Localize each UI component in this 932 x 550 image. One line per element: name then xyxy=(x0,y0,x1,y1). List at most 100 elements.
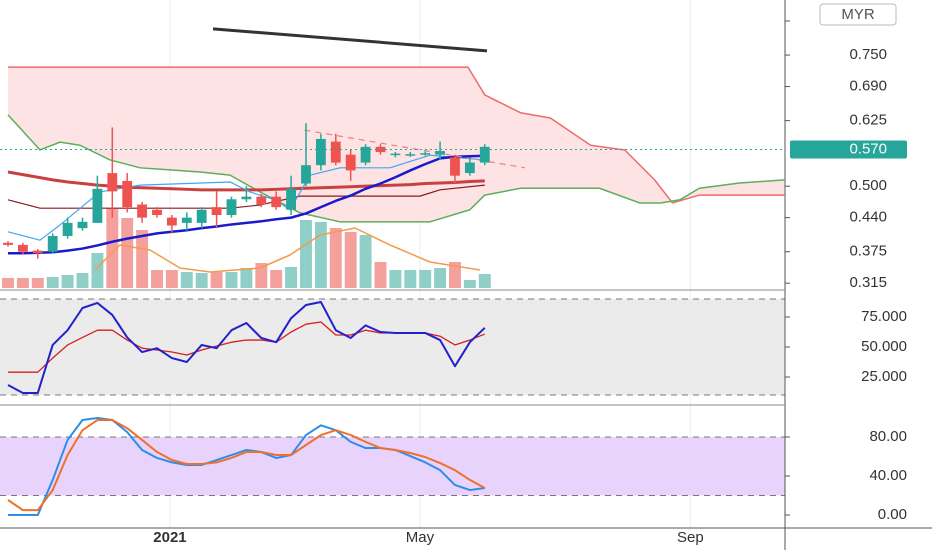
chart-layer: 2021 May Sep 0.315 0.375 0.440 0.500 0.625 0.690… xyxy=(0,0,907,546)
volume-bar xyxy=(91,253,104,288)
volume-bar xyxy=(16,278,29,288)
y-tick-label: 40.00 xyxy=(869,467,907,484)
volume-bar xyxy=(61,275,74,288)
series-line xyxy=(7,114,785,223)
series-line xyxy=(7,301,486,394)
candle-body xyxy=(32,250,43,254)
volume-bar xyxy=(449,262,461,288)
candle-body xyxy=(17,244,28,252)
volume-bar xyxy=(106,208,119,288)
y-tick-label: 75.000 xyxy=(861,308,907,325)
y-tick-label: 80.00 xyxy=(869,428,907,445)
volume-bar xyxy=(240,268,253,288)
candle-body xyxy=(47,235,58,252)
candle-body xyxy=(152,209,162,216)
candle-body xyxy=(107,173,118,192)
candle-body xyxy=(226,199,237,216)
series-line xyxy=(94,227,481,273)
y-tick-label: 0.00 xyxy=(878,506,907,523)
candle-body xyxy=(479,146,490,163)
series-line xyxy=(212,27,488,53)
y-tick-label: 0.625 xyxy=(849,112,887,129)
band-fill xyxy=(0,436,785,496)
volume-bar xyxy=(285,267,298,288)
candle-body xyxy=(405,154,416,156)
volume-bar xyxy=(434,268,447,288)
volume-bar xyxy=(136,230,149,288)
candle-body xyxy=(345,154,356,171)
currency-box xyxy=(819,3,897,26)
candle-body xyxy=(196,209,207,223)
volume-bar xyxy=(419,270,432,288)
volume-bar xyxy=(270,270,283,288)
series-line xyxy=(7,419,486,512)
volume-bar xyxy=(195,273,208,288)
y-tick-label: 0.440 xyxy=(849,209,887,226)
volume-bar xyxy=(46,277,59,288)
candle-body xyxy=(301,165,311,184)
candle-body xyxy=(450,157,460,176)
candle-body xyxy=(464,162,475,174)
volume-bar xyxy=(31,278,44,288)
volume-bar xyxy=(374,262,387,288)
y-tick-label: 0.690 xyxy=(849,77,887,94)
candle-body xyxy=(420,153,431,155)
volume-bar xyxy=(404,270,417,288)
volume-bar xyxy=(344,232,357,288)
band-fill xyxy=(0,299,785,396)
candle-body xyxy=(271,196,282,208)
y-tick-label: 25.000 xyxy=(861,368,907,385)
last-price-box xyxy=(790,140,907,159)
candle-body xyxy=(166,217,177,226)
last-price-label: 0.570 xyxy=(849,140,887,157)
y-tick-label: 50.000 xyxy=(861,338,907,355)
x-tick-label: Sep xyxy=(677,529,704,546)
candle-body xyxy=(62,222,73,236)
candle-body xyxy=(137,204,148,218)
currency-label: MYR xyxy=(841,6,875,23)
volume-bar xyxy=(180,272,193,288)
series-line xyxy=(8,416,485,517)
cloud-fill xyxy=(8,67,785,222)
candle-body xyxy=(92,188,103,223)
volume-bar xyxy=(463,280,476,288)
volume-bar xyxy=(2,278,14,288)
candle-body xyxy=(241,196,252,200)
volume-bar xyxy=(151,270,163,288)
volume-bar xyxy=(165,270,178,288)
volume-bar xyxy=(359,235,372,288)
candle-body xyxy=(360,146,371,163)
candle-body xyxy=(435,151,445,155)
candle-body xyxy=(390,153,401,156)
volume-bar xyxy=(329,228,342,288)
y-tick-label: 0.315 xyxy=(849,274,887,291)
candle-body xyxy=(286,188,297,210)
candle-body xyxy=(181,217,192,223)
x-tick-label: 2021 xyxy=(153,529,186,546)
volume-bar xyxy=(314,222,327,288)
y-tick-label: 0.750 xyxy=(849,46,887,63)
y-tick-label: 0.375 xyxy=(849,243,887,260)
volume-bar xyxy=(300,220,312,288)
candle-body xyxy=(77,221,88,229)
volume-bar xyxy=(478,274,491,288)
candle-body xyxy=(211,207,222,216)
candle-body xyxy=(330,141,341,163)
y-tick-label: 0.500 xyxy=(849,177,887,194)
series-line xyxy=(8,66,785,204)
candle-body xyxy=(315,138,326,166)
volume-bar xyxy=(255,263,268,288)
volume-bar xyxy=(225,272,238,288)
volume-bar xyxy=(210,272,223,288)
volume-bar xyxy=(121,218,134,288)
series-line xyxy=(8,154,485,255)
series-line xyxy=(7,154,485,241)
series-line xyxy=(304,129,526,169)
volume-bar xyxy=(76,273,89,288)
candle-body xyxy=(122,180,133,208)
candle-body xyxy=(256,196,267,205)
x-tick-label: May xyxy=(406,529,435,546)
volume-bar xyxy=(389,270,402,288)
candle-body xyxy=(3,242,13,245)
